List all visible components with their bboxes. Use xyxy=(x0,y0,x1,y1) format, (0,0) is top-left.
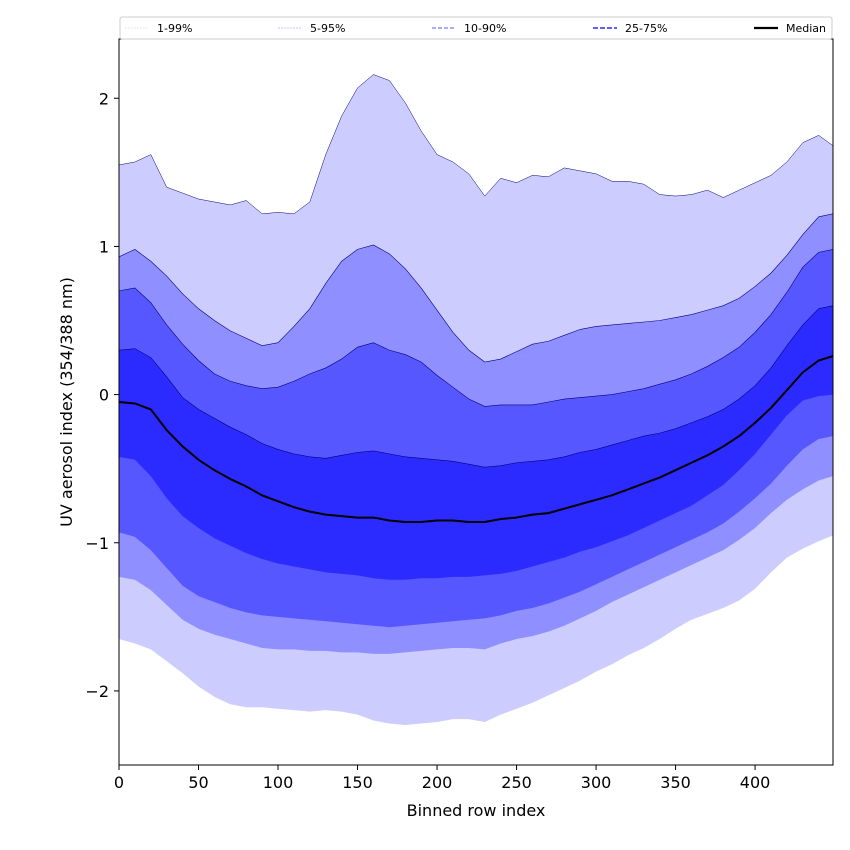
y-tick-label: 1 xyxy=(99,237,109,256)
y-tick-label: 2 xyxy=(99,89,109,108)
x-tick-label: 250 xyxy=(501,773,532,792)
x-tick-label: 200 xyxy=(422,773,453,792)
band-10-90-upper-line xyxy=(119,249,833,407)
x-tick-label: 400 xyxy=(740,773,771,792)
y-tick-label: −2 xyxy=(85,682,109,701)
band-25-75-area xyxy=(119,305,833,580)
y-axis-label: UV aerosol index (354/388 nm) xyxy=(57,277,76,527)
y-axis: −2 −1 0 1 2 xyxy=(85,89,119,701)
legend: 1-99% 5-95% 10-90% 25-75% Median xyxy=(119,16,833,40)
legend-label-2: 10-90% xyxy=(464,22,506,35)
x-tick-label: 100 xyxy=(263,773,294,792)
band-1-99-upper-line xyxy=(119,74,833,215)
x-tick-label: 350 xyxy=(660,773,691,792)
legend-label-4: Median xyxy=(786,22,826,35)
legend-label-0: 1-99% xyxy=(157,22,192,35)
y-tick-label: 0 xyxy=(99,386,109,405)
median-layer xyxy=(119,355,833,524)
percentile-bands xyxy=(119,74,833,725)
x-tick-label: 150 xyxy=(342,773,373,792)
legend-box xyxy=(119,16,833,40)
x-tick-label: 0 xyxy=(114,773,124,792)
legend-label-1: 5-95% xyxy=(310,22,345,35)
y-tick-label: −1 xyxy=(85,534,109,553)
legend-label-3: 25-75% xyxy=(625,22,667,35)
median-line xyxy=(119,355,833,524)
band-5-95-upper-line xyxy=(119,213,833,363)
band-25-75-upper-line xyxy=(119,305,833,468)
x-axis: 0 50 100 150 200 250 300 350 400 xyxy=(114,765,770,792)
x-tick-label: 50 xyxy=(188,773,208,792)
x-axis-label: Binned row index xyxy=(407,801,546,820)
x-tick-label: 300 xyxy=(581,773,612,792)
